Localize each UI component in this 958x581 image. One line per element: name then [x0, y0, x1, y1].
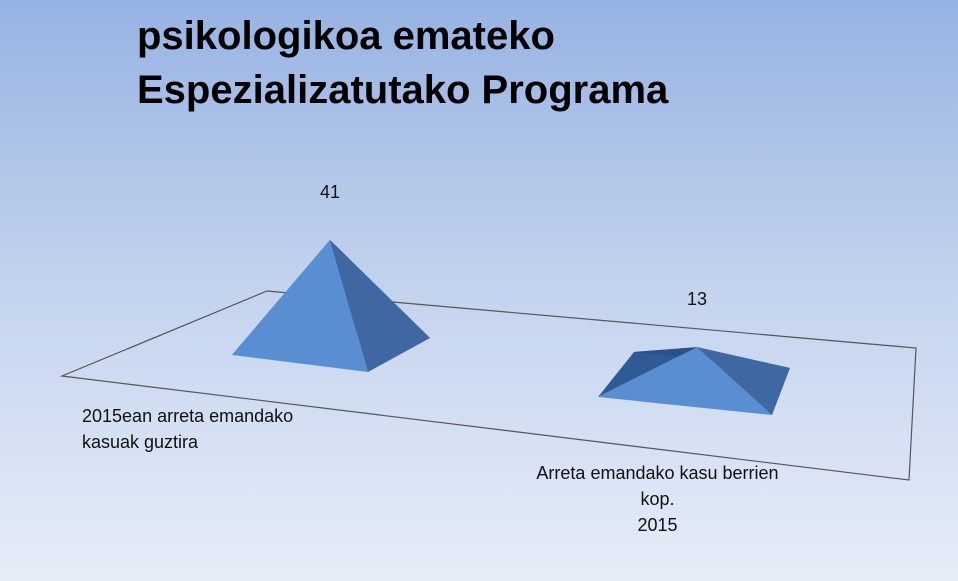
pyramid	[232, 240, 430, 372]
chart-title: Espezializatutako Programa	[137, 68, 669, 112]
pyramid-face	[232, 240, 368, 372]
pyramid-face	[598, 347, 772, 415]
x-tick-label: Arreta emandako kasu berrien kop. 2015	[536, 463, 779, 535]
pyramid	[598, 347, 790, 415]
data-label: 13	[686, 289, 708, 310]
pyramid-face	[330, 240, 430, 372]
floor	[59, 290, 917, 481]
data-label: 41	[319, 182, 341, 202]
pyramid-face	[697, 347, 790, 415]
chart-title: psikologikoa emateko	[137, 14, 555, 58]
x-tick-label: 2015ean arreta emandako kasuak guztira	[82, 406, 294, 452]
